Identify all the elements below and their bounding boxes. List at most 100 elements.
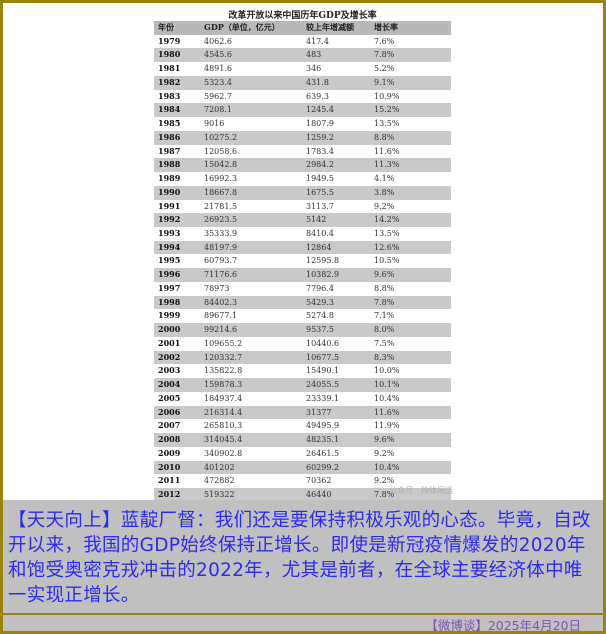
header-cell: 较上年增减额 xyxy=(302,21,370,35)
table-cell: 314045.4 xyxy=(200,433,302,447)
table-row: 1984 7208.1 1245.4 15.2% xyxy=(154,103,451,118)
table-cell: 5142 xyxy=(302,213,370,228)
caption-panel: 【天天向上】蓝靛厂督：我们还是要保持积极乐观的心态。毕竟，自改开以来，我国的GD… xyxy=(3,500,603,633)
table-row: 2012 519322 46440 7.8% xyxy=(154,487,451,502)
table-row: 1999 89677.1 5274.8 7.1% xyxy=(154,309,451,323)
table-row: 2006 216314.4 31377 11.6% xyxy=(154,405,451,420)
table-row: 2000 99214.6 9537.5 8.0% xyxy=(154,323,451,337)
table-cell: 1991 xyxy=(158,200,181,211)
table-cell: 8.8% xyxy=(370,130,451,145)
table-cell: 10.1% xyxy=(370,378,451,392)
table-cell: 1985 xyxy=(158,118,181,129)
caption-text: 【天天向上】蓝靛厂督：我们还是要保持积极乐观的心态。毕竟，自改开以来，我国的GD… xyxy=(8,510,591,606)
table-cell: 7.8% xyxy=(370,295,451,310)
table-cell: 12.6% xyxy=(370,240,451,255)
table-row: 2008 314045.4 48235.1 9.6% xyxy=(154,433,451,447)
table-cell: 7.6% xyxy=(374,36,395,46)
table-cell: 5323.4 xyxy=(200,75,302,90)
table-cell: 1984 xyxy=(154,103,200,118)
table-cell: 31377 xyxy=(302,405,370,420)
table-cell: 3.8% xyxy=(370,185,451,200)
table-row: 1986 10275.2 1259.2 8.8% xyxy=(154,130,451,145)
table-cell: 4891.6 xyxy=(204,64,232,74)
table-cell: 1999 xyxy=(158,310,181,321)
table-cell: 12058.6 xyxy=(204,146,238,156)
table-cell: 1995 xyxy=(158,255,181,266)
table-cell: 9.2% xyxy=(374,448,395,458)
table-cell: 7208.1 xyxy=(200,103,302,118)
table-cell: 472882 xyxy=(204,476,235,486)
table-cell: 1983 xyxy=(158,90,181,101)
table-cell: 1990 xyxy=(154,185,200,200)
table-cell: 9016 xyxy=(204,119,225,129)
table-cell: 2002 xyxy=(154,350,200,365)
table-row: 2003 135822.8 15490.1 10.0% xyxy=(154,364,451,378)
table-cell: 2007 xyxy=(158,420,181,431)
table-cell: 2003 xyxy=(158,365,181,376)
table-cell: 184937.4 xyxy=(204,393,243,403)
table-cell: 9.2% xyxy=(374,201,395,211)
table-cell: 1997 xyxy=(158,282,181,293)
table-cell: 26461.5 xyxy=(306,448,340,458)
table-cell: 1807.9 xyxy=(306,119,334,129)
table-cell: 401202 xyxy=(200,460,302,475)
table-cell: 1989 xyxy=(158,173,181,184)
table-cell: 265810.3 xyxy=(204,421,243,431)
table-cell: 1949.5 xyxy=(306,174,334,184)
table-cell: 7.1% xyxy=(374,311,395,321)
table-cell: 70362 xyxy=(306,476,332,486)
table-cell: 48235.1 xyxy=(302,433,370,447)
table-cell: 1245.4 xyxy=(302,103,370,118)
table-cell: 1675.5 xyxy=(302,185,370,200)
table-cell: 1993 xyxy=(158,228,181,239)
watermark: 公众号 · 玲珑闲话 xyxy=(389,486,453,495)
table-cell: 10.5% xyxy=(374,256,400,266)
table-cell: 14.2% xyxy=(370,213,451,228)
table-cell: 1994 xyxy=(154,240,200,255)
table-cell: 120332.7 xyxy=(200,350,302,365)
divider xyxy=(3,613,603,615)
table-cell: 9.6% xyxy=(370,268,451,282)
table-cell: 5.2% xyxy=(374,64,395,74)
table-cell: 1979 xyxy=(158,35,181,46)
table-cell: 60299.2 xyxy=(302,460,370,475)
table-cell: 10382.9 xyxy=(302,268,370,282)
table-cell: 4.1% xyxy=(374,174,395,184)
table-cell: 7.8% xyxy=(370,487,451,502)
table-cell: 10440.6 xyxy=(306,338,340,348)
table-cell: 16992.3 xyxy=(204,174,238,184)
table-row: 1997 78973 7796.4 8.8% xyxy=(154,282,451,296)
table-cell: 519322 xyxy=(200,487,302,502)
table-cell: 2006 xyxy=(154,405,200,420)
table-row: 1995 60793.7 12595.8 10.5% xyxy=(154,254,451,268)
gdp-table-image: 改革开放以来中国历年GDP及增长率 年份 GDP（单位，亿元） 较上年增减额 增长率 1… xyxy=(154,3,453,502)
table-row: 1994 48197.9 12864 12.6% xyxy=(154,240,451,255)
table-row: 1979 4062.6 417.4 7.6% xyxy=(154,35,451,49)
table-row: 1988 15042.8 2984.2 11.3% xyxy=(154,158,451,173)
table-row: 1981 4891.6 346 5.2% xyxy=(154,62,451,76)
table-cell: 1996 xyxy=(154,268,200,282)
table-cell: 2001 xyxy=(158,337,181,348)
table-cell: 2012 xyxy=(154,487,200,502)
table-cell: 9.2% xyxy=(374,476,395,486)
table-cell: 639.3 xyxy=(306,91,329,101)
table-cell: 2009 xyxy=(158,447,181,458)
table-cell: 11.6% xyxy=(374,146,400,156)
table-cell: 11.6% xyxy=(370,405,451,420)
table-cell: 8410.4 xyxy=(306,229,334,239)
table-cell: 26923.5 xyxy=(200,213,302,228)
table-cell: 216314.4 xyxy=(200,405,302,420)
table-row: 1991 21781.5 3113.7 9.2% xyxy=(154,200,451,214)
header-cell: GDP（单位，亿元） xyxy=(200,21,302,35)
table-cell: 8.3% xyxy=(370,350,451,365)
table-row: 2007 265810.3 49495.9 11.9% xyxy=(154,419,451,433)
table-row: 1990 18667.8 1675.5 3.8% xyxy=(154,185,451,200)
table-cell: 2011 xyxy=(158,475,181,486)
table-cell: 2005 xyxy=(158,392,181,403)
table-cell: 1992 xyxy=(154,213,200,228)
table-cell: 35333.9 xyxy=(204,229,238,239)
table-cell: 12595.8 xyxy=(306,256,340,266)
table-cell: 48197.9 xyxy=(200,240,302,255)
table-row: 1980 4545.6 483 7.8% xyxy=(154,48,451,63)
